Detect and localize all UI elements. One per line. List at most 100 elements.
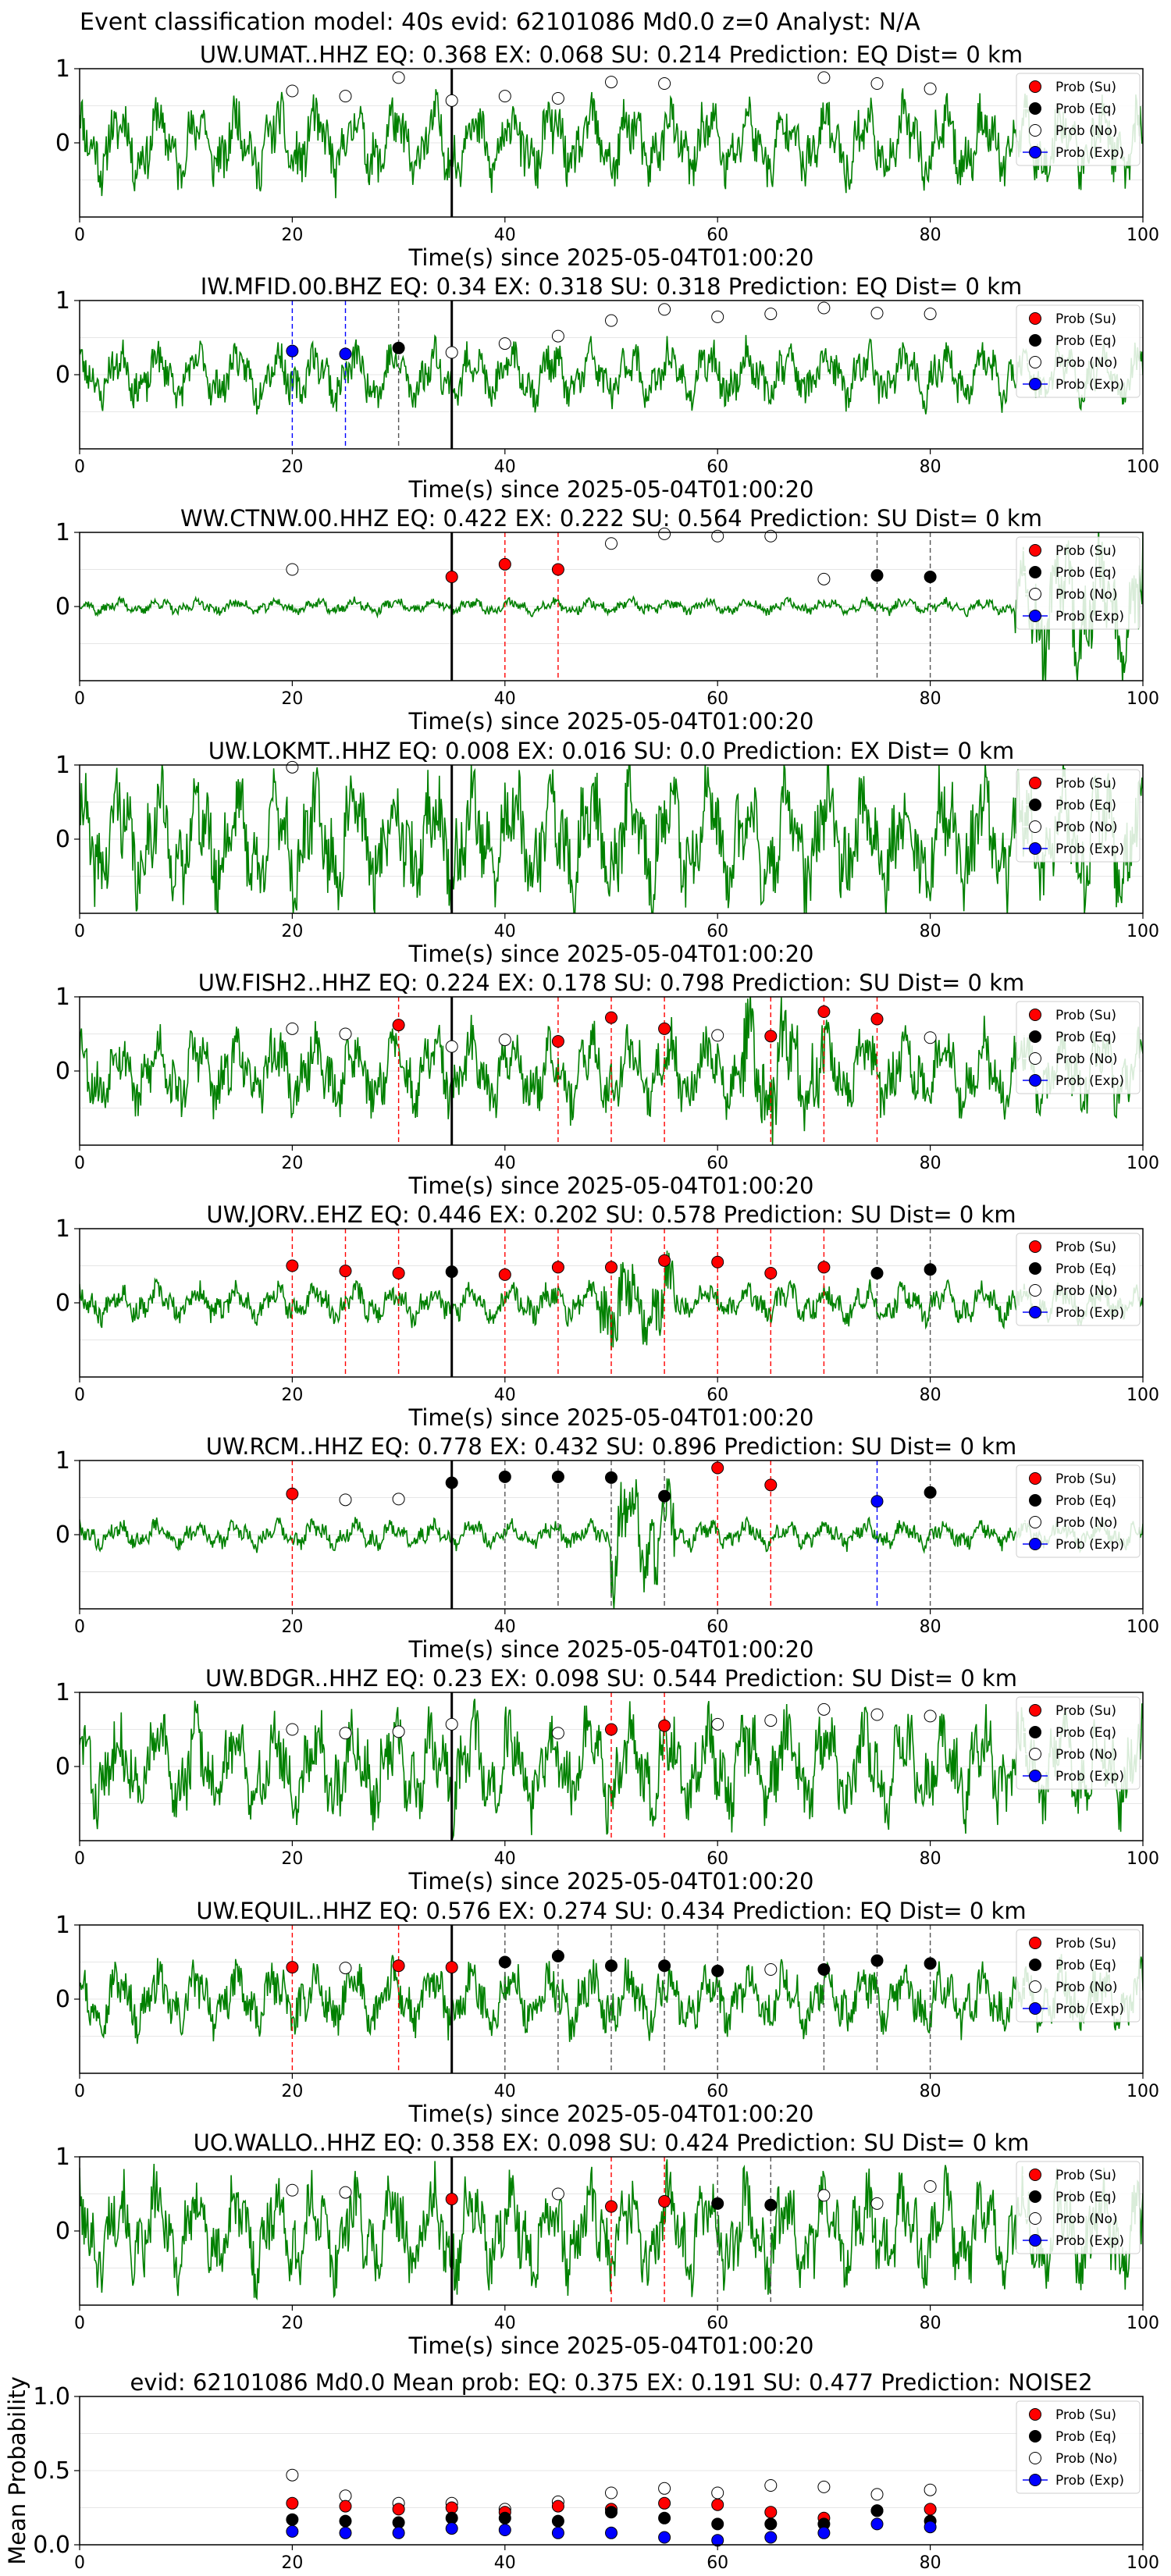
prob-point-no [870,307,884,320]
prob-point-su [605,1723,618,1736]
prob-point-su [764,2506,778,2519]
prob-point-no [551,329,564,343]
prob-point-su [551,2500,564,2513]
prob-point-eq [870,1954,884,1967]
prob-point-no [339,1962,352,1975]
prob-point-eq [870,1267,884,1279]
legend-box [1016,304,1141,398]
prob-point-eq [870,2504,884,2517]
y-tick-label: 1 [55,1215,70,1243]
x-axis-label: Time(s) since 2025-05-04T01:00:20 [408,1404,814,1431]
subplot-title: UW.EQUIL..HHZ EQ: 0.576 EX: 0.274 SU: 0.… [196,1898,1026,1924]
legend-label: Prob (Exp) [1055,1769,1124,1784]
y-tick-label: 1 [55,1679,70,1706]
legend-label: Prob (Su) [1055,311,1116,327]
legend-marker-su [1029,312,1041,325]
prob-point-su [445,2193,458,2206]
x-tick-label: 80 [920,1849,941,1869]
prob-point-no [392,1493,405,1506]
y-tick-label: 0 [55,1753,70,1781]
prob-point-eq [445,1265,458,1279]
x-tick-label: 0 [74,2553,85,2573]
prob-point-su [817,1005,831,1018]
prob-point-no [605,314,618,327]
x-tick-label: 60 [707,1849,728,1869]
prob-point-exp [445,2522,458,2535]
subplot-title: evid: 62101086 Md0.0 Mean prob: EQ: 0.37… [130,2369,1092,2396]
x-tick-label: 80 [920,922,941,941]
prob-point-eq [658,1959,671,1973]
subplot-title: UW.FISH2..HHZ EQ: 0.224 EX: 0.178 SU: 0.… [198,970,1025,996]
x-tick-label: 100 [1127,2553,1159,2573]
prob-point-su [286,2496,299,2510]
prob-point-su [551,563,564,576]
y-tick-label: 0 [55,2218,70,2245]
legend-marker-no [1029,356,1041,368]
prob-point-no [445,346,458,359]
legend-marker-exp [1029,2002,1041,2015]
legend-box [1016,1929,1141,2023]
prob-point-no [924,1710,937,1723]
subplot-9: 0 20 40 60 80 100 1 0 UW.EQUIL..HHZ EQ: 0.576 EX… [55,1898,1159,2127]
legend-label: Prob (Su) [1055,2168,1116,2183]
x-tick-label: 80 [920,2082,941,2101]
legend-label: Prob (Eq) [1055,798,1116,813]
x-tick-label: 80 [920,1617,941,1637]
prob-point-no [445,94,458,107]
prob-point-no [498,1034,511,1047]
y-tick-label: 0 [55,1058,70,1085]
prob-point-eq [445,2511,458,2524]
x-tick-label: 60 [707,689,728,709]
prob-point-eq [711,1964,724,1977]
prob-point-no [817,301,831,315]
subplot-title: UW.UMAT..HHZ EQ: 0.368 EX: 0.068 SU: 0.2… [200,41,1023,68]
x-tick-label: 0 [74,1849,85,1869]
prob-point-exp [764,2531,778,2544]
x-tick-label: 0 [74,2082,85,2101]
prob-point-su [764,1030,778,1043]
x-tick-label: 60 [707,2314,728,2333]
y-tick-label: 1 [55,55,70,83]
prob-point-eq [445,1476,458,1489]
legend-marker-su [1029,1009,1041,1021]
prob-point-eq [605,1959,618,1973]
x-tick-label: 80 [920,226,941,245]
prob-point-eq [498,2511,511,2524]
prob-point-no [924,308,937,321]
prob-point-su [658,1254,671,1267]
prob-point-exp [339,2526,352,2539]
x-tick-label: 0 [74,1154,85,1173]
x-tick-label: 0 [74,2314,85,2333]
subplot-4: 0 20 40 60 80 100 1 0 UW.LOKMT..HHZ EQ: 0.008 EX… [55,738,1159,967]
legend-marker-su [1029,1937,1041,1949]
legend-label: Prob (No) [1055,355,1118,371]
legend-marker-no [1029,1748,1041,1760]
legend-marker-no [1029,1284,1041,1297]
prob-point-no [711,1029,724,1042]
legend-marker-su [1029,1472,1041,1485]
prob-point-eq [605,1471,618,1484]
x-tick-label: 100 [1127,1386,1159,1405]
prob-point-no [764,1714,778,1727]
legend-marker-su [1029,2169,1041,2181]
legend-label: Prob (Eq) [1055,1493,1116,1509]
prob-point-exp [498,2524,511,2536]
legend-marker-eq [1029,566,1041,578]
prob-point-su [711,1255,724,1268]
x-tick-label: 0 [74,689,85,709]
prob-point-eq [551,1949,564,1962]
prob-point-no [339,1027,352,1041]
prob-point-eq [658,1489,671,1503]
waveform-trace [80,334,1143,415]
prob-point-su [658,1022,671,1035]
x-tick-label: 100 [1127,457,1159,477]
legend: Prob (Su) Prob (Eq) Prob (No) Prob (Exp) [1016,1001,1141,1094]
prob-point-exp [924,2521,937,2534]
prob-point-su [392,1019,405,1032]
subplot-11: 0 20 40 60 80 100 1.0 0.5 0.0 evid: 62101086 Md0.… [4,2369,1159,2573]
y-tick-label: 1 [55,519,70,546]
legend-marker-eq [1029,334,1041,347]
x-tick-label: 60 [707,1386,728,1405]
prob-point-su [445,1961,458,1974]
